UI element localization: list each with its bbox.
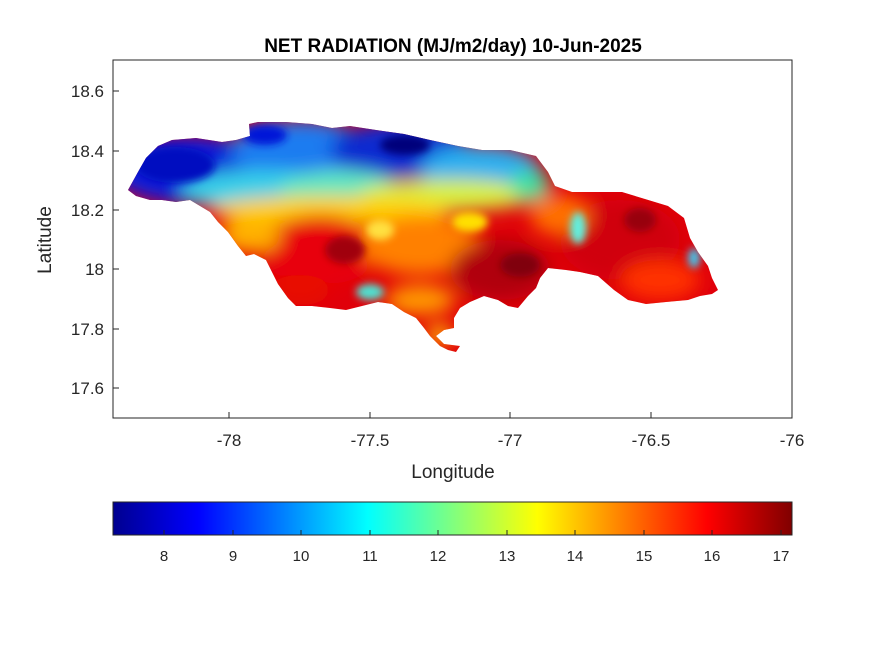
colorbar-tick-label: 14 (567, 548, 584, 565)
y-tick-label: 17.6 (71, 379, 104, 398)
chart-title: NET RADIATION (MJ/m2/day) 10-Jun-2025 (264, 36, 642, 57)
y-tick-label: 17.8 (71, 320, 104, 339)
colorbar-tick-label: 16 (704, 548, 721, 565)
x-axis-label: Longitude (411, 462, 494, 483)
colorbar-tick-label: 15 (636, 548, 653, 565)
y-axis-ticks (113, 90, 119, 389)
colorbar-tick-label: 9 (229, 548, 237, 565)
x-tick-label: -77 (498, 431, 523, 450)
colorbar-tick-label: 10 (293, 548, 310, 565)
x-tick-label: -76 (780, 431, 805, 450)
colorbar-tick-label: 8 (160, 548, 168, 565)
colorbar-tick-label: 12 (430, 548, 447, 565)
x-axis-ticks (228, 412, 793, 418)
colorbar (112, 501, 793, 536)
x-tick-label: -77.5 (351, 431, 390, 450)
y-axis-label: Latitude (35, 206, 56, 274)
y-tick-label: 18.4 (71, 142, 104, 161)
colorbar-tick-label: 11 (362, 548, 378, 565)
x-tick-label: -78 (217, 431, 242, 450)
y-tick-label: 18.6 (71, 82, 104, 101)
colorbar-ticks (163, 530, 782, 535)
colorbar-tick-label: 13 (499, 548, 516, 565)
colorbar-tick-label: 17 (773, 548, 790, 565)
y-tick-label: 18 (85, 260, 104, 279)
x-tick-label: -76.5 (632, 431, 671, 450)
y-tick-label: 18.2 (71, 201, 104, 220)
